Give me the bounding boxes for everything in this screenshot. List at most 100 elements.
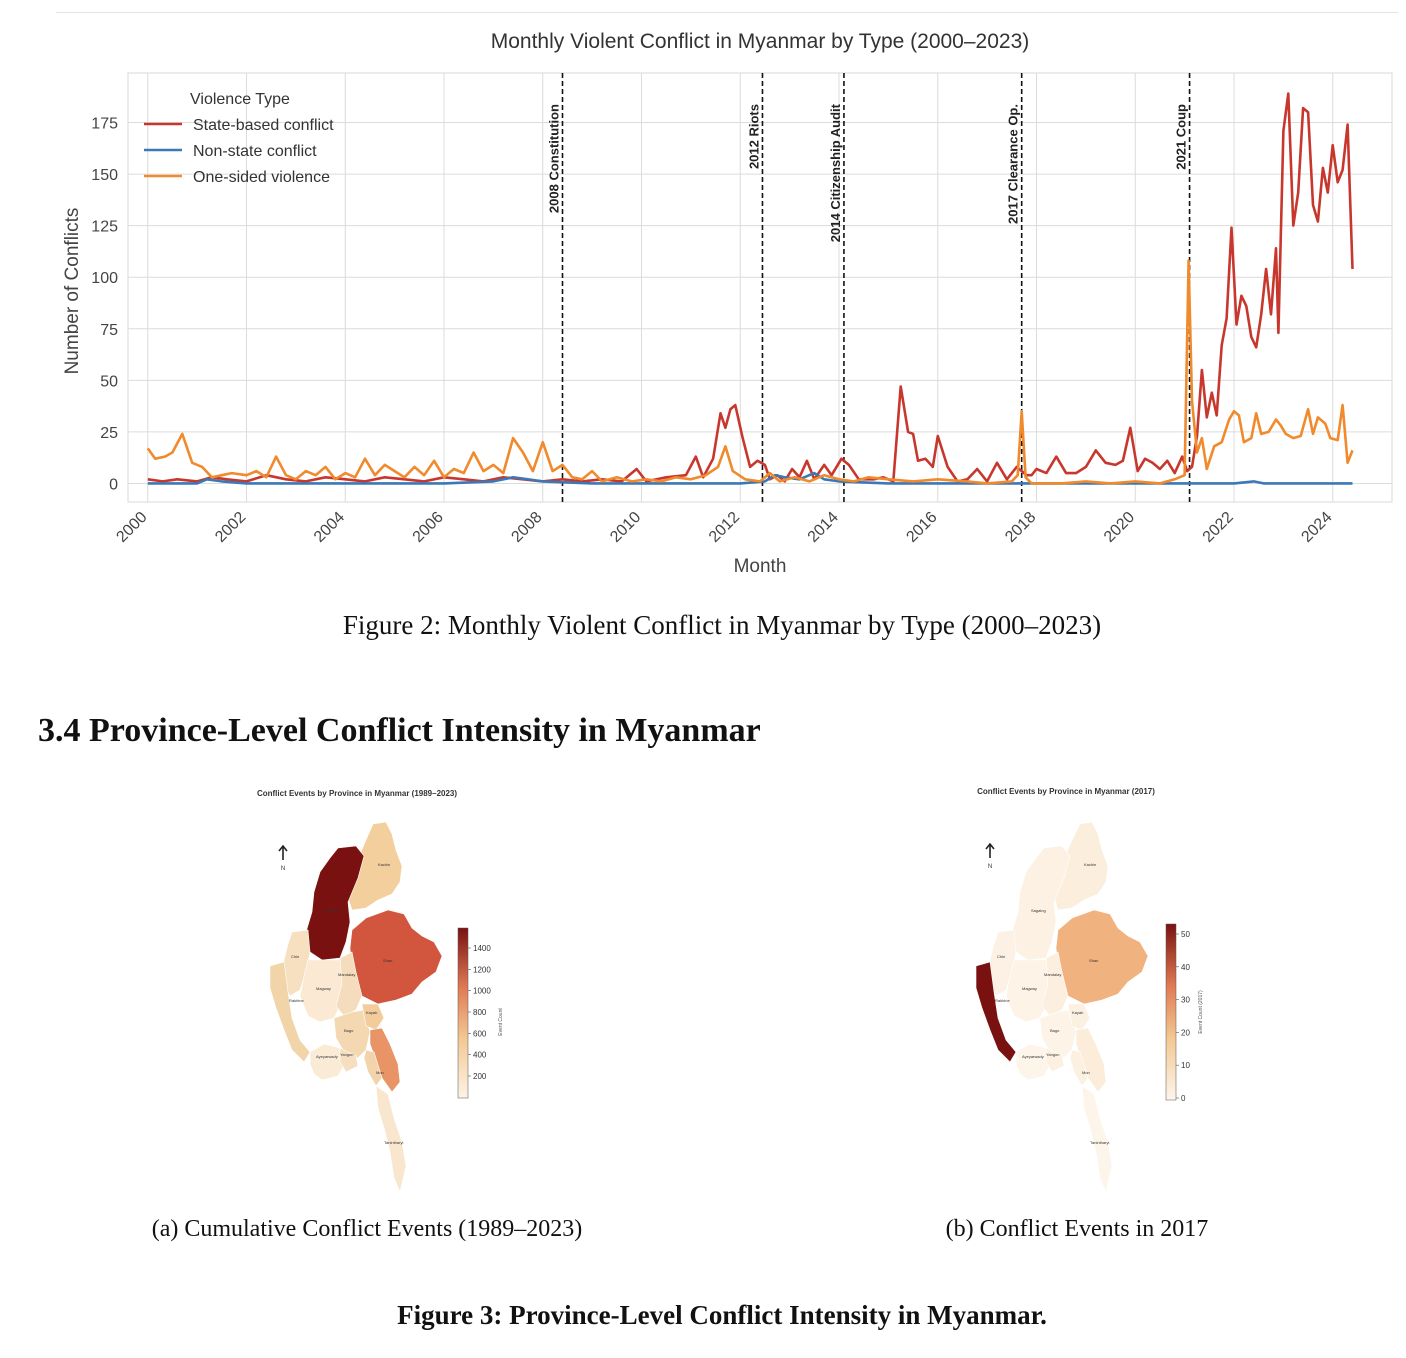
svg-text:Magway: Magway xyxy=(1022,986,1037,991)
x-tick-label: 2008 xyxy=(508,509,545,546)
colorbar-tick-label: 10 xyxy=(1181,1061,1190,1070)
legend-title: Violence Type xyxy=(190,91,290,108)
colorbar-tick-label: 20 xyxy=(1181,1028,1190,1037)
svg-text:Mandalay: Mandalay xyxy=(338,972,355,977)
colorbar-tick-label: 1200 xyxy=(473,965,491,974)
map-b-region-labels: Kachin Sagaing Shan Chin Rakhine Magway Mand… xyxy=(995,862,1109,1145)
north-label: N xyxy=(281,866,285,872)
y-tick-label: 125 xyxy=(91,219,118,236)
choropleth-map-b: Conflict Events by Province in Myanmar (… xyxy=(975,787,1204,1193)
svg-text:Shan: Shan xyxy=(383,958,392,963)
region-kayah xyxy=(1067,1003,1091,1031)
conflict-line-chart: Monthly Violent Conflict in Myanmar by T… xyxy=(62,30,1393,577)
svg-text:Bago: Bago xyxy=(1050,1028,1060,1033)
x-tick-label: 2000 xyxy=(113,509,150,546)
x-axis-label: Month xyxy=(734,556,787,577)
north-label: N xyxy=(988,864,992,870)
x-tick-label: 2024 xyxy=(1298,509,1335,546)
event-label: 2014 Citizenship Audit xyxy=(828,103,843,242)
map-a-regions xyxy=(269,821,443,1193)
region-tanintharyi xyxy=(375,1085,407,1193)
map-b-title: Conflict Events by Province in Myanmar (… xyxy=(977,787,1155,796)
y-axis-label: Number of Conflicts xyxy=(62,208,83,375)
plot-area xyxy=(127,72,1393,503)
region-mandalay xyxy=(335,951,363,1017)
legend-label: State-based conflict xyxy=(193,117,334,134)
region-rakhine xyxy=(975,961,1017,1063)
svg-text:Kachin: Kachin xyxy=(378,862,390,867)
map-2017: Conflict Events by Province in Myanmar (… xyxy=(940,782,1210,1202)
top-rule xyxy=(56,12,1398,13)
svg-text:Rakhine: Rakhine xyxy=(289,998,304,1003)
colorbar-tick-label: 1400 xyxy=(473,944,491,953)
y-tick-label: 175 xyxy=(91,116,118,133)
svg-text:Mon: Mon xyxy=(1082,1070,1090,1075)
colorbar-b: 50 40 30 20 10 0 Event Count (2017) xyxy=(1165,923,1204,1103)
colorbar-tick-label: 0 xyxy=(1181,1094,1186,1103)
legend-label: Non-state conflict xyxy=(193,143,317,160)
x-tick-label: 2020 xyxy=(1101,509,1138,546)
y-tick-label: 25 xyxy=(100,425,118,442)
colorbar-tick-label: 1000 xyxy=(473,987,491,996)
svg-text:Ayeyarwady: Ayeyarwady xyxy=(1022,1054,1044,1059)
map-cumulative: Conflict Events by Province in Myanmar (… xyxy=(226,782,516,1202)
event-label: 2008 Constitution xyxy=(547,104,562,213)
svg-text:Tanintharyi: Tanintharyi xyxy=(384,1140,403,1145)
figure-3-caption: Figure 3: Province-Level Conflict Intens… xyxy=(397,1300,1047,1330)
svg-text:Bago: Bago xyxy=(344,1028,354,1033)
svg-text:Chin: Chin xyxy=(997,954,1005,959)
subcaption-b: (b) Conflict Events in 2017 xyxy=(945,1216,1209,1242)
x-tick-label: 2012 xyxy=(706,509,743,546)
colorbar-a: 1400 1200 1000 800 600 400 200 Event Count xyxy=(457,927,504,1099)
colorbar-tick-label: 50 xyxy=(1181,930,1190,939)
colorbar-a-label: Event Count xyxy=(498,1008,504,1036)
svg-text:Mon: Mon xyxy=(376,1070,384,1075)
map-a-title: Conflict Events by Province in Myanmar (… xyxy=(257,789,457,798)
region-magway xyxy=(1005,959,1051,1023)
svg-text:Rakhine: Rakhine xyxy=(995,998,1010,1003)
region-ayeyarwady xyxy=(1015,1043,1053,1081)
x-tick-label: 2004 xyxy=(311,509,348,546)
y-tick-label: 75 xyxy=(100,322,118,339)
svg-text:Sagaing: Sagaing xyxy=(1031,908,1046,913)
svg-text:Yangon: Yangon xyxy=(340,1052,354,1057)
colorbar-tick-label: 800 xyxy=(473,1008,487,1017)
region-rakhine xyxy=(269,961,311,1063)
y-tick-label: 100 xyxy=(91,270,118,287)
svg-text:Magway: Magway xyxy=(316,986,331,991)
x-tick-label: 2006 xyxy=(410,509,447,546)
event-label: 2017 Clearance Op. xyxy=(1006,104,1021,224)
map-b-regions xyxy=(975,821,1149,1193)
svg-text:Kachin: Kachin xyxy=(1084,862,1096,867)
svg-text:Chin: Chin xyxy=(291,954,299,959)
region-ayeyarwady xyxy=(309,1043,347,1081)
region-shan xyxy=(1055,909,1149,1005)
map-a-region-labels: Kachin Sagaing Shan Chin Rakhine Magway Mand… xyxy=(289,862,403,1145)
svg-text:Yangon: Yangon xyxy=(1046,1052,1060,1057)
event-label: 2021 Coup xyxy=(1174,104,1189,170)
colorbar-tick-label: 200 xyxy=(473,1072,487,1081)
svg-text:Kayah: Kayah xyxy=(366,1010,377,1015)
svg-text:Shan: Shan xyxy=(1089,958,1098,963)
chart-title: Monthly Violent Conflict in Myanmar by T… xyxy=(491,30,1030,53)
x-tick-label: 2002 xyxy=(212,509,249,546)
section-heading: 3.4 Province-Level Conflict Intensity in… xyxy=(38,712,761,749)
colorbar-tick-label: 30 xyxy=(1181,996,1190,1005)
region-shan xyxy=(349,909,443,1005)
y-tick-label: 50 xyxy=(100,373,118,390)
region-yangon xyxy=(1045,1047,1065,1073)
x-tick-label: 2022 xyxy=(1200,509,1237,546)
y-tick-label: 0 xyxy=(109,476,118,493)
series-line xyxy=(146,259,1354,485)
region-yangon xyxy=(339,1047,359,1073)
colorbar-tick-label: 400 xyxy=(473,1051,487,1060)
region-sagaing xyxy=(1011,845,1071,961)
choropleth-map-a: Conflict Events by Province in Myanmar (… xyxy=(257,789,504,1193)
region-sagaing xyxy=(305,845,365,961)
region-tanintharyi xyxy=(1081,1085,1113,1193)
event-label: 2012 Riots xyxy=(746,104,761,169)
legend-label: One-sided violence xyxy=(193,169,330,186)
subcaption-a: (a) Cumulative Conflict Events (1989–202… xyxy=(151,1216,583,1242)
y-tick-label: 150 xyxy=(91,167,118,184)
svg-text:Tanintharyi: Tanintharyi xyxy=(1090,1140,1109,1145)
